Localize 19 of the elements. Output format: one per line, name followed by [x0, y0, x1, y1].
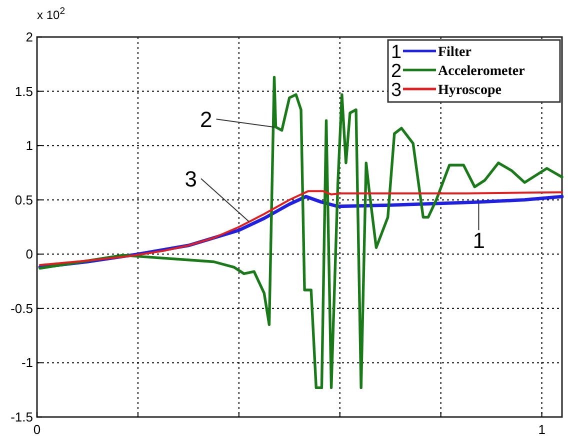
y-tick-label: 0.5 [14, 192, 33, 208]
text: 2 [391, 61, 402, 82]
y-tick-label: -1 [21, 355, 33, 370]
y-tick-label: -1.5 [10, 410, 33, 424]
y-tick-label: 2 [26, 30, 33, 44]
annotation: 3 [184, 166, 198, 192]
legend-label: Filter [438, 45, 472, 60]
annotation: 1 [472, 228, 485, 254]
annotation: 2 [200, 107, 212, 132]
y-tick-label: 1 [26, 138, 33, 154]
y-tick-label: -0.5 [10, 300, 33, 316]
text: 3 [391, 80, 402, 101]
legend-label: Hyroscope [438, 83, 502, 98]
text: x 10$^{2}$ [37, 6, 66, 22]
line-series [38, 76, 564, 390]
text: 1 [391, 42, 402, 63]
y-tick-label: 0 [26, 246, 33, 262]
legend-label: Accelerometer [438, 64, 525, 79]
y-tick-label: 1.5 [14, 84, 33, 99]
